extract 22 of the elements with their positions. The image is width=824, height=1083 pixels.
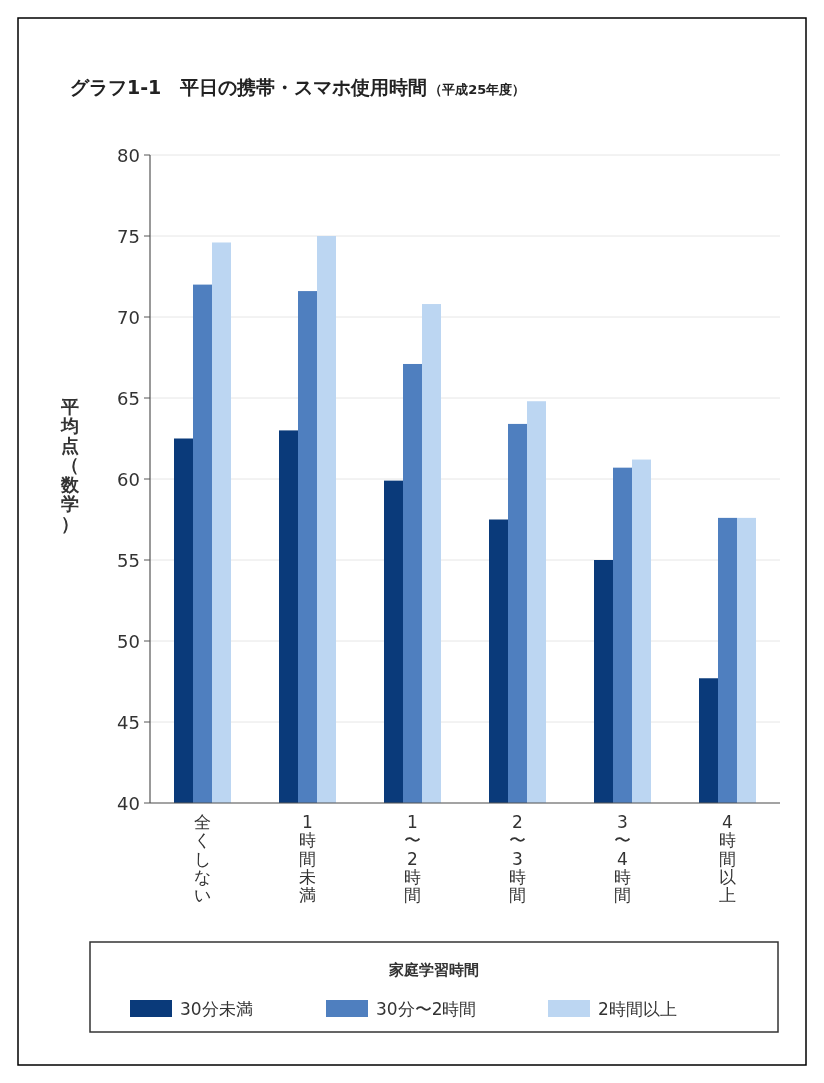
x-tick-label: 1〜2時間 <box>404 812 421 906</box>
y-tick-label: 75 <box>117 225 140 247</box>
x-tick-label: 全くしない <box>194 812 211 906</box>
legend-label: 30分〜2時間 <box>376 999 477 1019</box>
x-tick-label: 4時間以上 <box>719 812 736 906</box>
x-tick-label: 3〜4時間 <box>614 812 631 906</box>
y-tick-label: 40 <box>117 792 140 814</box>
y-tick-label: 70 <box>117 306 140 328</box>
x-tick-label: 2〜3時間 <box>509 812 526 906</box>
chart-title: グラフ1-1 平日の携帯・スマホ使用時間 <box>70 76 428 98</box>
y-tick-label: 50 <box>117 630 140 652</box>
x-tick-label: 1時間未満 <box>299 812 316 906</box>
y-axis-title: 平均点（数学） <box>60 396 80 534</box>
legend-label: 2時間以上 <box>598 999 677 1019</box>
y-tick-label: 45 <box>117 711 140 733</box>
y-tick-label: 60 <box>117 468 140 490</box>
y-tick-label: 55 <box>117 549 140 571</box>
y-tick-label: 65 <box>117 387 140 409</box>
legend-label: 30分未満 <box>180 999 253 1019</box>
chart-subtitle: （平成25年度） <box>429 82 526 97</box>
legend-title: 家庭学習時間 <box>388 961 479 979</box>
y-tick-label: 80 <box>117 144 140 166</box>
